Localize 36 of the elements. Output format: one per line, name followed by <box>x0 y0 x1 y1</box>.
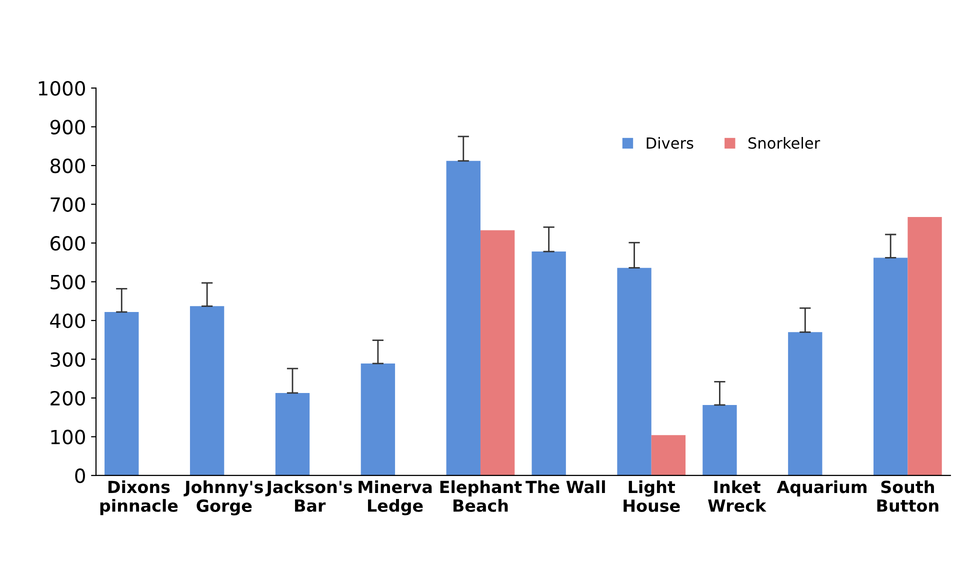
bar <box>446 160 480 476</box>
y-tick-label: 0 <box>75 468 85 484</box>
bar <box>617 268 652 476</box>
legend-label: Divers <box>646 137 694 149</box>
x-tick-label: South Button <box>877 480 938 512</box>
x-tick-label: Johnny's Gorge <box>184 480 263 516</box>
bar <box>360 364 396 476</box>
y-tick-label: 700 <box>50 197 85 212</box>
y-tick-label: 800 <box>50 158 85 174</box>
y-tick-label: 400 <box>50 313 85 328</box>
x-tick-label: Light House <box>624 480 680 512</box>
bar <box>702 404 737 476</box>
x-tick-label: Dixons pinnacle <box>100 480 178 516</box>
y-tick-label: 200 <box>50 390 85 406</box>
x-tick-label: The Wall <box>526 480 605 494</box>
y-tick-label: 1000 <box>38 81 85 96</box>
y-tick-label: 300 <box>50 352 85 367</box>
bar <box>908 217 942 476</box>
legend-label: Snorkeler <box>748 137 820 149</box>
bar <box>275 392 310 476</box>
y-tick-label: 100 <box>51 430 85 444</box>
bar <box>651 435 686 476</box>
x-tick-label: Inket Wreck <box>708 480 766 512</box>
y-tick-label: 900 <box>50 120 85 134</box>
y-tick-label: 600 <box>50 236 85 251</box>
bar <box>874 258 908 476</box>
bar <box>532 252 566 476</box>
y-tick-label: 500 <box>50 274 85 290</box>
bar <box>190 306 224 476</box>
bar <box>480 230 515 476</box>
bar <box>104 312 139 476</box>
x-tick-label: Jackson's Bar <box>265 480 352 512</box>
x-tick-label: Elephant Beach <box>440 480 522 512</box>
x-tick-label: Minerva Ledge <box>358 480 432 516</box>
bar <box>788 332 822 476</box>
x-tick-label: Aquarium <box>776 480 866 496</box>
